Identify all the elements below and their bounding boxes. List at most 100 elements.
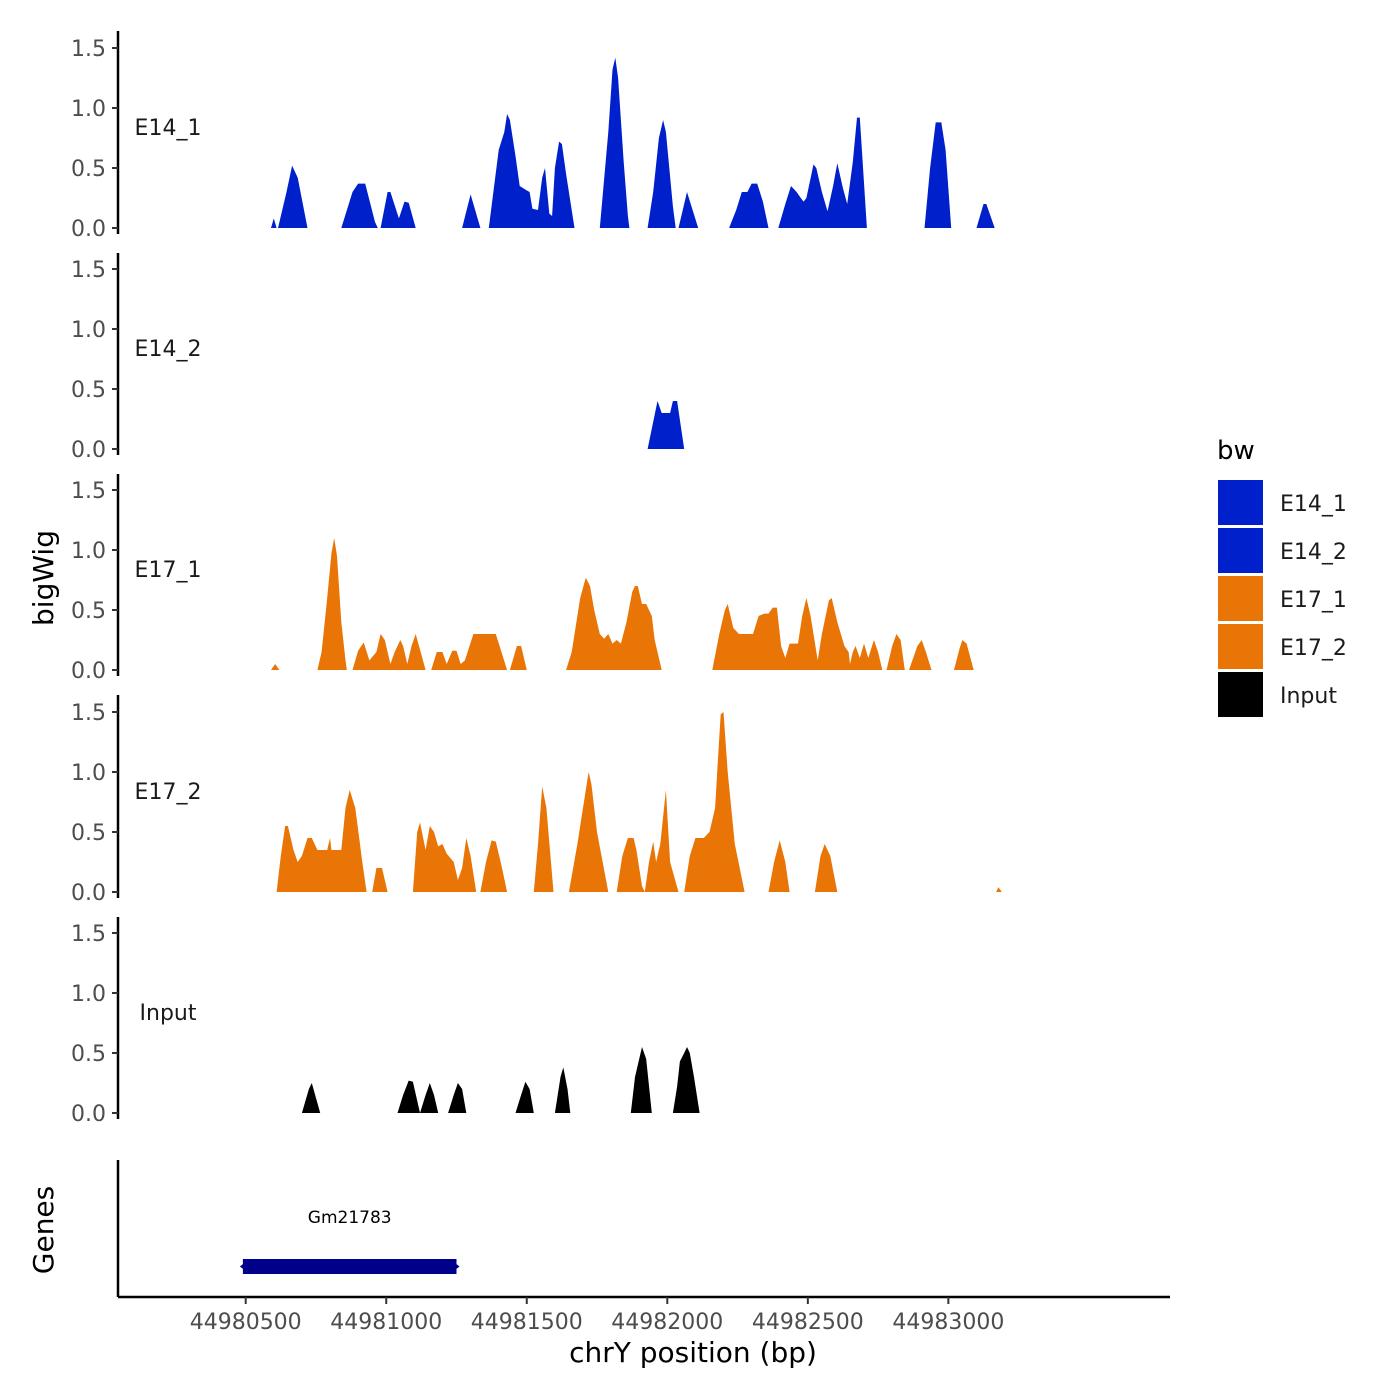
signal-peak xyxy=(301,1083,321,1113)
signal-peak xyxy=(515,1081,534,1113)
y-tick-label: 1.0 xyxy=(71,539,106,564)
signal-peak xyxy=(509,646,527,670)
track-e14-1: 0.0 0.5 1.0 1.5 E14_1 xyxy=(71,31,995,242)
y-tick-label: 0.5 xyxy=(71,599,106,624)
genes-axis-title: Genes xyxy=(27,1186,60,1274)
y-axis-title: bigWig xyxy=(27,530,60,626)
legend-entry-label: E14_2 xyxy=(1280,540,1347,565)
legend-swatch xyxy=(1218,624,1263,669)
legend-entry-label: E17_1 xyxy=(1280,588,1347,613)
signal-peak xyxy=(616,838,645,892)
y-tick-label: 1.5 xyxy=(71,37,106,62)
x-tick-label: 44981500 xyxy=(471,1310,583,1335)
gene-strand-arrow xyxy=(239,1261,247,1272)
signal-peak xyxy=(397,1080,420,1113)
signal-peak xyxy=(480,840,508,892)
x-tick-label: 44980500 xyxy=(190,1310,302,1335)
signal-peak xyxy=(768,840,790,892)
y-tick-label: 0.0 xyxy=(71,881,106,906)
track-e17-1: 0.0 0.5 1.0 1.5 E17_1 xyxy=(71,474,974,684)
signal-peak xyxy=(814,844,838,892)
y-tick-label: 1.5 xyxy=(71,922,106,947)
y-tick-label: 1.5 xyxy=(71,701,106,726)
y-tick-label: 0.0 xyxy=(71,217,106,242)
y-tick-label: 1.0 xyxy=(71,97,106,122)
x-tick-label: 44982500 xyxy=(752,1310,864,1335)
legend-entry-label: E14_1 xyxy=(1280,492,1347,517)
y-tick-label: 1.5 xyxy=(71,258,106,283)
signal-peak xyxy=(630,1047,652,1113)
gene-panel: Gm21783 xyxy=(116,1160,460,1297)
track-e17-2: 0.0 0.5 1.0 1.5 E17_2 xyxy=(71,695,1002,906)
signal-peak xyxy=(599,57,630,228)
x-axis: 44980500 44981000 44981500 44982000 44982500… xyxy=(118,1295,1170,1335)
signal-peak xyxy=(647,120,699,228)
y-tick-label: 1.0 xyxy=(71,982,106,1007)
signal-peak xyxy=(341,183,416,228)
signal-peak xyxy=(684,712,745,892)
signal-peak xyxy=(431,634,508,670)
track-label: E17_2 xyxy=(135,780,202,805)
legend-entry-label: Input xyxy=(1280,684,1337,709)
signal-peak xyxy=(729,183,769,228)
signal-peak xyxy=(996,887,1002,892)
gene-label: Gm21783 xyxy=(308,1208,392,1228)
signal-peak xyxy=(448,1083,467,1113)
gene-bar xyxy=(242,1259,457,1274)
signal-peak xyxy=(462,194,481,228)
track-label: E17_1 xyxy=(135,558,202,583)
signal-peak xyxy=(712,598,883,670)
x-tick-label: 44982000 xyxy=(611,1310,723,1335)
track-label: E14_2 xyxy=(135,337,202,362)
x-axis-title: chrY position (bp) xyxy=(569,1336,817,1369)
legend-entry-label: E17_2 xyxy=(1280,636,1347,661)
signal-peak xyxy=(568,772,609,892)
signal-peak xyxy=(317,538,347,670)
y-tick-label: 0.5 xyxy=(71,378,106,403)
signal-peak xyxy=(976,204,995,228)
y-tick-label: 0.5 xyxy=(71,821,106,846)
legend-swatch xyxy=(1218,480,1263,525)
signal-peak xyxy=(488,114,575,228)
track-label: E14_1 xyxy=(135,116,202,141)
y-tick-label: 1.0 xyxy=(71,761,106,786)
legend-title: bw xyxy=(1217,436,1255,466)
signal-peak xyxy=(278,165,308,228)
signal-peak xyxy=(924,122,952,228)
y-tick-label: 0.5 xyxy=(71,157,106,182)
legend-swatch xyxy=(1218,528,1263,573)
signal-peak xyxy=(533,786,554,892)
signal-peak xyxy=(276,790,367,892)
signal-peak xyxy=(909,640,932,670)
legend-swatch xyxy=(1218,672,1263,717)
track-label: Input xyxy=(140,1001,197,1026)
gene-strand-arrow xyxy=(452,1261,460,1272)
signal-peak xyxy=(644,790,679,892)
signal-peak xyxy=(372,868,388,892)
x-tick-label: 44981000 xyxy=(330,1310,442,1335)
y-tick-label: 0.0 xyxy=(71,1102,106,1127)
signal-peak xyxy=(778,117,867,228)
x-tick-label: 44983000 xyxy=(892,1310,1004,1335)
signal-tracks: 0.0 0.5 1.0 1.5 E14_1 0.0 0.5 1.0 1.5 E14_2 0.0 0.5… xyxy=(71,31,1002,1127)
signal-peak xyxy=(271,664,280,670)
signal-peak xyxy=(672,1047,700,1113)
signal-peak xyxy=(647,401,685,449)
y-tick-label: 0.0 xyxy=(71,438,106,463)
y-tick-label: 1.0 xyxy=(71,318,106,343)
y-tick-label: 1.5 xyxy=(71,479,106,504)
signal-peak xyxy=(420,1083,439,1113)
y-tick-label: 0.5 xyxy=(71,1042,106,1067)
signal-peak xyxy=(352,634,426,670)
signal-peak xyxy=(412,822,477,892)
legend: bw E14_1 E14_2 E17_1 E17_2 Input xyxy=(1217,436,1347,717)
y-tick-label: 0.0 xyxy=(71,659,106,684)
signal-peak xyxy=(566,577,662,670)
signal-peak xyxy=(554,1067,571,1113)
legend-swatch xyxy=(1218,576,1263,621)
signal-peak xyxy=(886,634,905,670)
track-input: 0.0 0.5 1.0 1.5 Input xyxy=(71,917,700,1127)
signal-peak xyxy=(954,640,974,670)
track-e14-2: 0.0 0.5 1.0 1.5 E14_2 xyxy=(71,253,685,463)
